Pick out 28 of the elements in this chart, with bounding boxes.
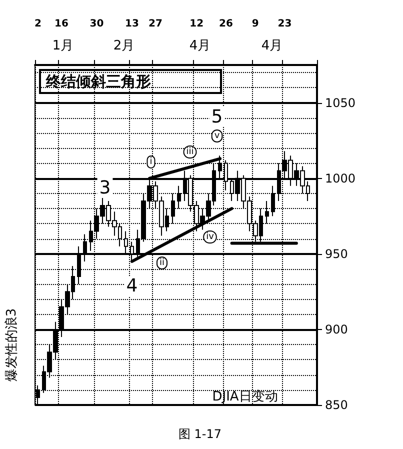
x-tick-label: 2 [34, 18, 42, 30]
annotation: i [150, 157, 152, 167]
y-tick-label: 850 [325, 398, 348, 412]
text: 4月 [189, 38, 211, 54]
x-tick-label: 9 [252, 18, 259, 30]
text: 4月 [261, 38, 283, 54]
y-tick-label: 1050 [325, 96, 356, 110]
annotation: 3 [99, 178, 111, 198]
x-tick-label: 16 [54, 18, 68, 30]
text: 1月 [52, 38, 74, 54]
text: 爆发性的浪3 [4, 308, 20, 382]
x-tick-label: 26 [218, 18, 233, 30]
y-tick-label: 950 [325, 246, 348, 261]
annotation: 5 [211, 106, 223, 128]
annotation: ii [159, 258, 165, 268]
x-tick-label: 12 [190, 18, 204, 30]
x-tick-label: 30 [90, 18, 104, 30]
annotation: iii [186, 147, 194, 157]
x-tick-label: 13 [124, 18, 139, 30]
y-tick-label: 900 [325, 322, 348, 336]
annotation: 4 [126, 276, 138, 296]
annotation: v [214, 131, 220, 141]
text: 2月 [113, 38, 135, 54]
x-tick-label: 23 [278, 18, 292, 30]
y-tick-label: 1000 [325, 171, 356, 186]
annotation: iv [206, 232, 215, 242]
caption: 图 1-17 [178, 427, 222, 441]
x-tick-label: 27 [148, 18, 162, 30]
